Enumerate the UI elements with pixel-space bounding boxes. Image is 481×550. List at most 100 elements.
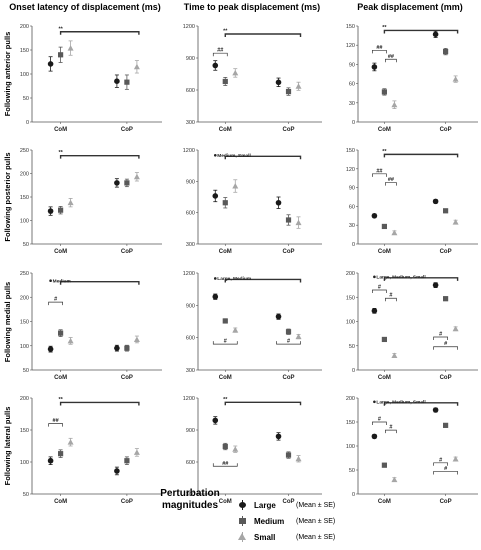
x-tick-label: CoP	[283, 499, 295, 505]
significance-bracket	[224, 278, 302, 283]
point-medium	[222, 200, 228, 206]
y-tick-label: 0	[352, 492, 355, 498]
legend-label-medium: Medium	[254, 516, 285, 526]
y-tick-label: 120	[346, 43, 355, 49]
significance-label: **	[58, 26, 63, 32]
significance-bracket	[212, 463, 238, 467]
significance-bracket	[383, 153, 459, 158]
x-tick-label: CoP	[283, 249, 295, 255]
y-tick-label: 60	[349, 204, 355, 210]
significance-note: Large, Medium, Small	[376, 275, 425, 281]
point-large	[432, 198, 439, 205]
legend-title: Perturbation magnitudes	[150, 488, 230, 512]
point-small	[133, 449, 140, 455]
point-large	[212, 293, 219, 300]
y-tick-label: 90	[349, 186, 355, 192]
point-large	[432, 282, 439, 288]
x-tick-label: CoP	[121, 249, 133, 255]
point-small	[232, 446, 239, 452]
point-medium	[285, 89, 292, 95]
significance-label: ##	[388, 54, 394, 60]
point-medium	[124, 345, 130, 351]
significance-label: ##	[222, 461, 228, 467]
significance-note: Large, Medium, Small	[376, 400, 425, 406]
annotation-dot	[213, 153, 217, 157]
panel: 50 100 150 200 CoM CoP ** ##	[20, 396, 162, 505]
legend-suffix-small: (Mean ± SE)	[296, 533, 336, 541]
y-tick-label: 0	[26, 120, 29, 126]
point-small	[452, 76, 459, 82]
y-tick-label: 50	[23, 492, 29, 498]
significance-bracket	[59, 401, 140, 406]
point-medium	[443, 49, 449, 55]
legend-marker-medium	[236, 516, 250, 526]
panel: 300 600 900 1200 CoM CoP Medium, Small	[183, 148, 322, 255]
x-tick-label: CoM	[219, 249, 232, 255]
y-tick-label: 50	[349, 468, 355, 474]
y-tick-label: 200	[346, 271, 355, 277]
point-large	[371, 308, 378, 314]
y-tick-label: 100	[346, 320, 355, 326]
point-large	[275, 79, 282, 86]
row-title: Following anterior pulls	[3, 32, 12, 117]
x-tick-label: CoP	[283, 375, 295, 381]
point-small	[391, 476, 398, 483]
y-tick-label: 600	[186, 460, 195, 466]
significance-bracket	[48, 301, 63, 306]
point-medium	[124, 79, 130, 85]
x-tick-label: CoP	[121, 499, 133, 505]
y-tick-label: 50	[23, 368, 29, 374]
point-small	[232, 327, 239, 333]
point-medium	[381, 223, 387, 230]
point-large	[47, 61, 54, 67]
significance-label: ##	[388, 177, 394, 183]
row-title: Following medial pulls	[3, 282, 12, 362]
y-tick-label: 100	[20, 72, 29, 78]
point-medium	[222, 443, 228, 450]
point-large	[114, 468, 120, 474]
significance-label: ##	[376, 45, 382, 51]
x-tick-label: CoM	[378, 127, 391, 133]
y-tick-label: 1200	[183, 271, 195, 277]
x-tick-label: CoM	[378, 249, 391, 255]
y-tick-label: 100	[20, 460, 29, 466]
y-tick-label: 150	[346, 420, 355, 426]
point-large	[47, 346, 54, 352]
y-tick-label: 0	[352, 120, 355, 126]
point-large	[432, 31, 439, 38]
significance-bracket	[59, 154, 140, 159]
significance-bracket	[372, 289, 387, 293]
point-small	[133, 336, 140, 342]
annotation-dot	[49, 279, 52, 283]
significance-label: **	[223, 397, 228, 403]
y-tick-label: 300	[186, 368, 195, 374]
y-tick-label: 200	[20, 295, 29, 301]
significance-label: #	[287, 339, 290, 345]
y-tick-label: 200	[20, 24, 29, 30]
y-tick-label: 250	[20, 271, 29, 277]
point-medium	[381, 89, 387, 95]
significance-label: #	[389, 293, 392, 299]
y-tick-label: 900	[186, 303, 195, 309]
y-tick-label: 150	[20, 320, 29, 326]
y-tick-label: 200	[346, 396, 355, 402]
y-tick-label: 1200	[183, 148, 195, 154]
y-tick-label: 120	[346, 167, 355, 173]
annotation-dot	[373, 400, 376, 404]
point-large	[371, 433, 378, 440]
annotation-dot	[213, 277, 217, 280]
y-tick-label: 100	[20, 344, 29, 350]
y-tick-label: 250	[20, 148, 29, 154]
significance-label: **	[58, 397, 63, 403]
point-small	[391, 101, 398, 108]
y-tick-label: 90	[349, 62, 355, 68]
y-tick-label: 100	[20, 219, 29, 225]
point-small	[295, 333, 302, 340]
significance-bracket	[59, 31, 140, 35]
significance-bracket	[372, 49, 387, 54]
point-medium	[285, 217, 292, 223]
x-tick-label: CoM	[219, 127, 232, 133]
significance-label: ##	[376, 168, 382, 174]
